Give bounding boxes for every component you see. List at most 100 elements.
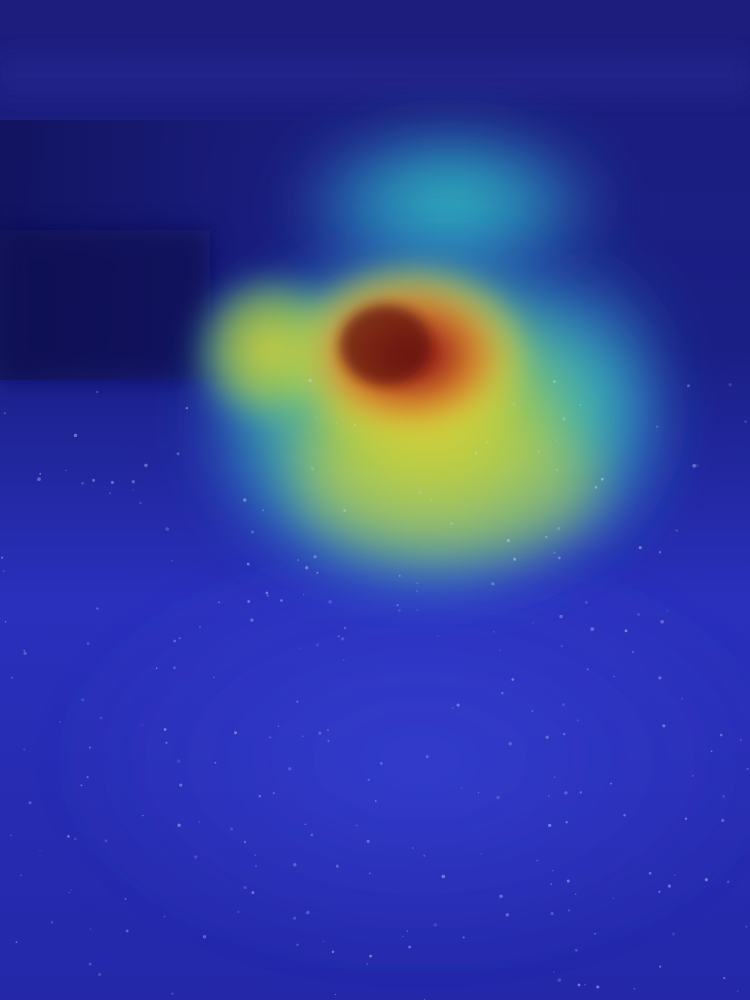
speckle bbox=[560, 644, 564, 648]
speckle bbox=[579, 403, 582, 407]
speckle bbox=[430, 499, 433, 501]
speckle bbox=[406, 930, 409, 932]
speckle bbox=[579, 791, 582, 794]
speckle bbox=[1, 556, 4, 559]
speckle bbox=[491, 582, 495, 586]
speckle bbox=[303, 594, 305, 596]
speckle bbox=[171, 992, 174, 996]
speckle bbox=[214, 761, 217, 764]
speckle bbox=[561, 703, 566, 707]
speckle bbox=[632, 650, 635, 654]
speckle bbox=[4, 621, 7, 623]
speckle bbox=[335, 421, 338, 424]
floor-speckles bbox=[1, 378, 749, 1000]
speckle bbox=[562, 417, 566, 421]
speckle bbox=[505, 913, 510, 917]
speckle bbox=[141, 723, 144, 726]
speckle bbox=[575, 948, 578, 952]
speckle bbox=[433, 923, 438, 927]
speckle bbox=[721, 818, 725, 823]
speckle bbox=[230, 827, 233, 831]
speckle bbox=[68, 891, 70, 894]
dark-left-wall bbox=[0, 230, 210, 380]
speckle bbox=[176, 759, 181, 763]
speckle bbox=[315, 416, 318, 419]
speckle bbox=[508, 534, 511, 536]
speckle bbox=[99, 716, 103, 720]
speckle bbox=[199, 625, 201, 628]
speckle bbox=[691, 775, 694, 777]
speckle bbox=[88, 746, 91, 749]
speckle bbox=[545, 535, 548, 539]
speckle bbox=[173, 666, 176, 669]
speckle bbox=[73, 837, 77, 841]
speckle bbox=[508, 470, 510, 472]
speckle bbox=[96, 607, 99, 610]
speckle bbox=[513, 557, 517, 561]
speckle bbox=[92, 478, 96, 482]
speckle bbox=[334, 993, 336, 996]
speckle bbox=[675, 529, 679, 532]
speckle bbox=[594, 485, 598, 489]
speckle bbox=[739, 738, 742, 741]
speckle bbox=[568, 909, 571, 912]
speckle bbox=[124, 897, 127, 900]
speckle bbox=[562, 732, 566, 736]
speckle bbox=[550, 883, 553, 885]
speckle bbox=[246, 562, 250, 566]
speckle bbox=[659, 965, 662, 968]
speckle bbox=[624, 629, 628, 633]
speckle bbox=[658, 676, 662, 680]
speckle bbox=[217, 601, 221, 604]
speckle bbox=[508, 742, 512, 746]
speckle bbox=[328, 600, 332, 604]
speckle bbox=[736, 990, 739, 992]
speckle bbox=[280, 599, 283, 602]
speckle bbox=[335, 864, 339, 868]
speckle bbox=[474, 452, 478, 455]
speckle bbox=[81, 482, 84, 485]
speckle bbox=[296, 700, 299, 703]
speckle bbox=[251, 530, 254, 534]
speckle bbox=[600, 477, 604, 481]
speckle bbox=[555, 468, 559, 472]
speckle bbox=[532, 622, 534, 624]
speckle bbox=[666, 609, 669, 612]
speckle bbox=[496, 795, 500, 800]
speckle bbox=[2, 570, 5, 572]
speckle bbox=[28, 801, 32, 805]
speckle bbox=[179, 783, 183, 787]
speckle bbox=[576, 719, 579, 722]
speckle bbox=[506, 539, 510, 543]
speckle bbox=[313, 555, 317, 559]
speckle bbox=[23, 748, 26, 751]
speckle bbox=[356, 824, 358, 827]
speckle bbox=[590, 627, 595, 631]
speckle bbox=[272, 792, 275, 795]
speckle bbox=[337, 635, 340, 638]
speckle bbox=[658, 551, 662, 554]
speckle bbox=[67, 835, 70, 838]
speckle bbox=[354, 423, 357, 426]
speckle bbox=[178, 637, 181, 640]
speckle bbox=[125, 929, 129, 933]
speckle bbox=[550, 911, 554, 916]
speckle bbox=[638, 546, 642, 550]
speckle bbox=[499, 649, 501, 652]
speckle bbox=[343, 626, 347, 630]
speckle bbox=[89, 928, 92, 931]
speckle bbox=[194, 855, 198, 859]
speckle bbox=[366, 963, 369, 966]
speckle bbox=[613, 675, 616, 678]
speckle bbox=[266, 594, 269, 597]
speckle bbox=[575, 893, 577, 895]
speckle bbox=[3, 412, 6, 415]
speckle bbox=[450, 522, 453, 525]
speckle bbox=[423, 854, 426, 857]
speckle bbox=[342, 659, 345, 661]
speckle bbox=[165, 527, 169, 531]
speckle bbox=[269, 736, 271, 738]
speckle bbox=[566, 879, 570, 883]
speckle bbox=[293, 916, 297, 920]
speckle bbox=[305, 566, 309, 570]
